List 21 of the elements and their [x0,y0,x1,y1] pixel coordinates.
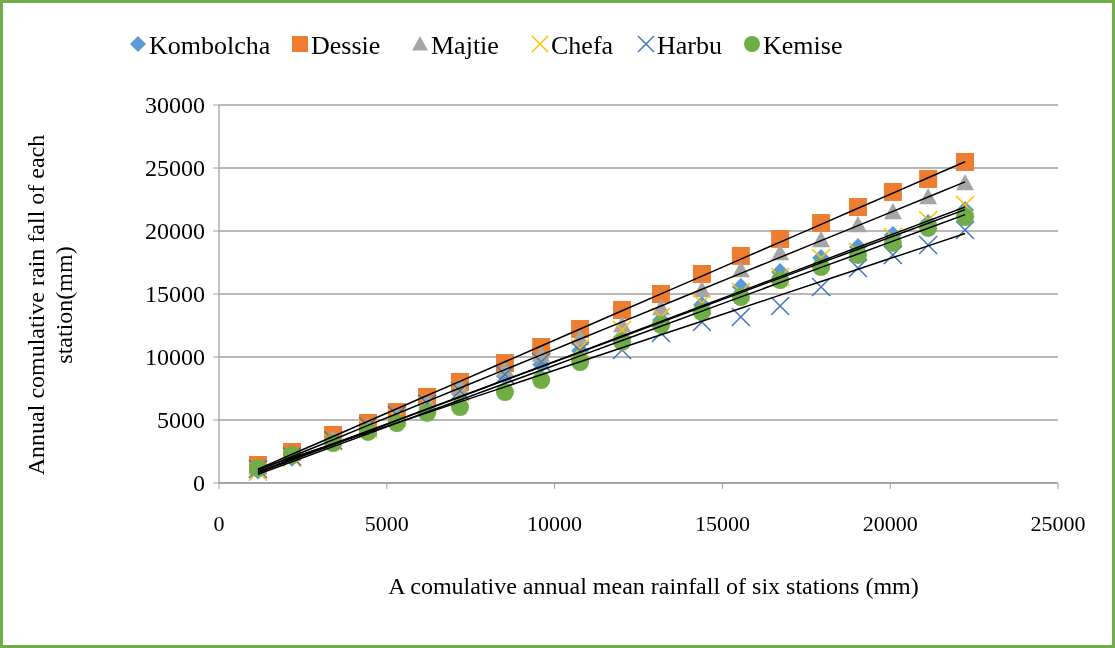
y-tick-label: 30000 [145,92,205,118]
legend-label: Harbu [657,31,722,60]
legend-label: Chefa [551,31,614,60]
y-tick-label: 25000 [145,155,205,181]
y-tick-label: 20000 [145,218,205,244]
x-tick-label: 5000 [364,511,409,536]
y-tick-label: 5000 [157,407,205,433]
y-tick-label: 10000 [145,344,205,370]
x-tick-label: 15000 [694,511,750,536]
x-axis-title: A comulative annual mean rainfall of six stations (mm) [388,573,919,599]
legend-label: Kemise [763,31,843,60]
legend-label: Dessie [311,31,381,60]
x-tick-label: 0 [213,511,225,536]
y-tick-label: 15000 [145,281,205,307]
y-axis-title: Annual comulative rain fall of each station(mm) [22,133,78,478]
x-tick-label: 10000 [527,511,583,536]
x-tick-label: 25000 [1030,511,1086,536]
legend-label: Majtie [431,31,499,60]
y-tick-label: 0 [193,470,205,496]
legend-label: Kombolcha [149,31,271,60]
x-tick-label: 20000 [862,511,918,536]
